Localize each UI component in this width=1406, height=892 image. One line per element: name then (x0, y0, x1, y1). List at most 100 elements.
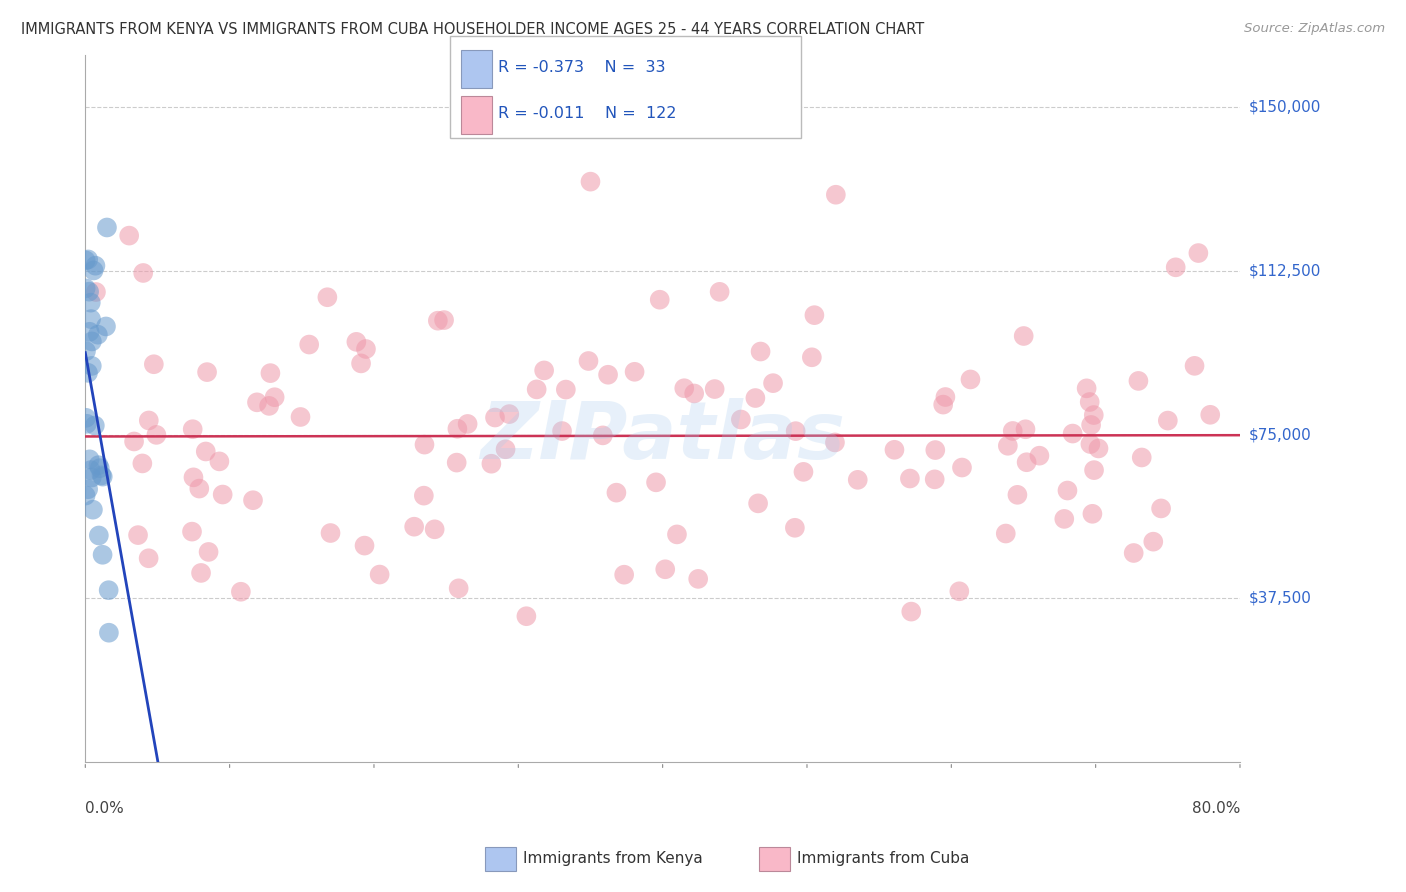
Point (613, 567, 636, 582)
Point (94, 319, 117, 334)
Point (316, 290, 339, 304)
Point (1083, 408, 1105, 422)
Point (883, 442, 905, 457)
Point (1184, 359, 1206, 373)
Point (79, 452, 101, 467)
Point (263, 390, 285, 404)
Point (932, 398, 955, 412)
Point (533, 363, 555, 377)
Point (457, 417, 479, 431)
Text: 80.0%: 80.0% (1192, 801, 1240, 815)
Point (665, 527, 688, 541)
Point (1187, 246, 1209, 260)
Point (824, 435, 846, 450)
Point (80, 295, 103, 310)
Point (1122, 546, 1144, 560)
Point (447, 582, 470, 596)
Point (80, 470, 103, 484)
Point (138, 413, 160, 427)
Point (426, 314, 449, 328)
Point (1164, 260, 1187, 275)
Point (934, 390, 956, 404)
Point (118, 228, 141, 243)
Point (433, 313, 456, 327)
Point (898, 471, 921, 485)
Point (645, 475, 668, 490)
Point (498, 407, 520, 421)
Point (91, 548, 114, 562)
Point (83, 418, 105, 433)
Point (948, 584, 970, 599)
Text: Source: ZipAtlas.com: Source: ZipAtlas.com (1244, 22, 1385, 36)
Point (195, 365, 218, 379)
Point (90, 468, 112, 483)
Point (75, 253, 97, 268)
Point (730, 412, 752, 426)
Point (900, 605, 922, 619)
Text: ZIPatlas: ZIPatlas (479, 398, 845, 475)
Point (354, 342, 377, 356)
Point (1150, 501, 1173, 516)
Point (792, 465, 814, 479)
Point (246, 395, 269, 409)
Point (319, 526, 342, 541)
Point (1081, 507, 1104, 521)
Point (1053, 512, 1076, 526)
Point (744, 391, 766, 405)
Point (131, 457, 153, 471)
Point (80, 359, 103, 373)
Point (824, 187, 846, 202)
Point (229, 584, 252, 599)
Point (82, 502, 104, 516)
Point (479, 457, 502, 471)
Point (959, 372, 981, 386)
Point (1080, 417, 1102, 432)
Point (344, 334, 367, 349)
Point (87, 327, 110, 342)
Text: Immigrants from Cuba: Immigrants from Cuba (797, 852, 970, 866)
Point (648, 293, 671, 307)
Point (1142, 534, 1164, 549)
Point (994, 526, 1017, 541)
Point (673, 381, 696, 395)
Point (80, 312, 103, 326)
Point (89, 461, 111, 475)
Point (1014, 422, 1036, 436)
Point (412, 489, 434, 503)
Point (75, 344, 97, 359)
Point (257, 399, 280, 413)
Point (181, 422, 204, 436)
Point (197, 545, 219, 559)
Point (654, 562, 676, 576)
Point (551, 424, 574, 438)
Point (122, 434, 145, 449)
Point (298, 337, 321, 351)
Point (87, 458, 110, 473)
Point (709, 285, 731, 299)
Point (413, 437, 436, 451)
Point (1157, 413, 1180, 427)
Point (1128, 374, 1150, 388)
Point (368, 567, 391, 582)
Point (596, 368, 619, 382)
Point (97, 625, 120, 640)
Point (800, 351, 823, 365)
Text: Immigrants from Kenya: Immigrants from Kenya (523, 852, 703, 866)
Point (1078, 395, 1101, 409)
Point (950, 460, 973, 475)
Point (91, 469, 114, 483)
Point (783, 521, 806, 535)
Point (1056, 483, 1078, 498)
Point (77, 285, 100, 299)
Point (242, 493, 264, 508)
Text: $150,000: $150,000 (1249, 100, 1320, 115)
Point (924, 472, 946, 486)
Point (924, 443, 946, 458)
Point (749, 344, 772, 359)
Point (803, 308, 825, 322)
Point (77, 366, 100, 380)
Point (183, 470, 205, 484)
Point (1087, 442, 1109, 456)
Point (446, 422, 468, 436)
Point (353, 539, 375, 553)
